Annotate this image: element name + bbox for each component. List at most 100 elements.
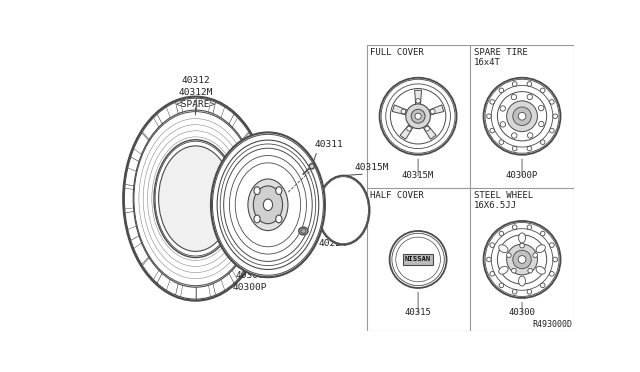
Circle shape bbox=[527, 94, 532, 100]
Circle shape bbox=[309, 164, 314, 169]
Circle shape bbox=[484, 221, 561, 298]
Circle shape bbox=[425, 126, 429, 131]
Circle shape bbox=[528, 268, 532, 273]
Text: 40300
40300P: 40300 40300P bbox=[232, 272, 267, 292]
Ellipse shape bbox=[159, 146, 232, 251]
Ellipse shape bbox=[276, 215, 282, 223]
Text: 40315M: 40315M bbox=[402, 171, 434, 180]
Circle shape bbox=[490, 243, 495, 247]
Text: 40315M: 40315M bbox=[355, 163, 390, 172]
Ellipse shape bbox=[211, 132, 325, 277]
Ellipse shape bbox=[518, 276, 525, 286]
Circle shape bbox=[540, 231, 545, 236]
Circle shape bbox=[540, 88, 545, 93]
Text: 40311: 40311 bbox=[315, 140, 344, 149]
Circle shape bbox=[550, 100, 554, 104]
Circle shape bbox=[540, 283, 545, 288]
Circle shape bbox=[407, 126, 412, 131]
Circle shape bbox=[380, 78, 456, 155]
Text: STEEL WHEEL
16X6.5JJ: STEEL WHEEL 16X6.5JJ bbox=[474, 191, 532, 210]
Text: R493000D: R493000D bbox=[532, 320, 572, 329]
Circle shape bbox=[518, 256, 526, 263]
Ellipse shape bbox=[299, 227, 308, 235]
Circle shape bbox=[527, 289, 532, 294]
Circle shape bbox=[518, 112, 526, 120]
Circle shape bbox=[431, 109, 435, 114]
Circle shape bbox=[540, 140, 545, 144]
Circle shape bbox=[406, 104, 431, 129]
Circle shape bbox=[550, 128, 554, 133]
Circle shape bbox=[553, 114, 557, 119]
Bar bbox=[403, 254, 433, 265]
Circle shape bbox=[490, 100, 495, 104]
Circle shape bbox=[499, 283, 504, 288]
Circle shape bbox=[527, 225, 532, 230]
Circle shape bbox=[538, 105, 544, 111]
Circle shape bbox=[513, 146, 517, 151]
Polygon shape bbox=[415, 90, 422, 106]
Circle shape bbox=[553, 257, 557, 262]
Ellipse shape bbox=[301, 229, 306, 233]
Text: SPARE TIRE
16x4T: SPARE TIRE 16x4T bbox=[474, 48, 527, 67]
Ellipse shape bbox=[536, 266, 545, 274]
Ellipse shape bbox=[254, 215, 260, 223]
Circle shape bbox=[513, 82, 517, 86]
Circle shape bbox=[550, 272, 554, 276]
Circle shape bbox=[527, 82, 532, 86]
Circle shape bbox=[550, 243, 554, 247]
Circle shape bbox=[511, 133, 517, 138]
Circle shape bbox=[490, 272, 495, 276]
Polygon shape bbox=[422, 124, 436, 139]
Text: 40312
40312M
<SPARE>: 40312 40312M <SPARE> bbox=[175, 76, 216, 109]
Ellipse shape bbox=[253, 186, 283, 224]
Circle shape bbox=[486, 257, 492, 262]
Circle shape bbox=[539, 121, 544, 127]
Circle shape bbox=[499, 88, 504, 93]
Circle shape bbox=[486, 114, 492, 119]
Circle shape bbox=[390, 231, 447, 288]
Text: 40300P: 40300P bbox=[506, 171, 538, 180]
Circle shape bbox=[415, 113, 421, 119]
Text: HALF COVER: HALF COVER bbox=[369, 191, 423, 200]
Text: 40224: 40224 bbox=[319, 239, 348, 248]
Circle shape bbox=[507, 101, 538, 132]
Text: FULL COVER: FULL COVER bbox=[369, 48, 423, 57]
Circle shape bbox=[513, 250, 531, 269]
Polygon shape bbox=[400, 124, 414, 139]
Ellipse shape bbox=[536, 245, 545, 253]
Circle shape bbox=[490, 128, 495, 133]
Circle shape bbox=[513, 225, 517, 230]
Ellipse shape bbox=[263, 199, 273, 211]
Circle shape bbox=[520, 243, 524, 248]
Circle shape bbox=[527, 133, 533, 138]
Text: 40300: 40300 bbox=[509, 308, 536, 317]
Ellipse shape bbox=[499, 266, 508, 274]
Circle shape bbox=[511, 268, 516, 273]
Ellipse shape bbox=[248, 179, 288, 231]
Circle shape bbox=[513, 289, 517, 294]
Circle shape bbox=[499, 231, 504, 236]
Ellipse shape bbox=[518, 233, 525, 243]
Bar bbox=[367, 45, 575, 331]
Circle shape bbox=[411, 109, 425, 123]
Circle shape bbox=[416, 99, 420, 103]
Circle shape bbox=[506, 253, 511, 257]
Polygon shape bbox=[392, 105, 409, 115]
Ellipse shape bbox=[254, 187, 260, 195]
Circle shape bbox=[499, 140, 504, 144]
Circle shape bbox=[401, 109, 406, 114]
Circle shape bbox=[484, 78, 561, 155]
Ellipse shape bbox=[276, 187, 282, 195]
Circle shape bbox=[500, 122, 506, 127]
Circle shape bbox=[507, 244, 538, 275]
Polygon shape bbox=[428, 105, 444, 115]
Ellipse shape bbox=[499, 245, 508, 253]
Circle shape bbox=[527, 146, 532, 151]
Circle shape bbox=[500, 106, 506, 111]
Text: 40315: 40315 bbox=[404, 308, 431, 317]
Ellipse shape bbox=[123, 97, 268, 301]
Ellipse shape bbox=[154, 140, 237, 257]
Ellipse shape bbox=[317, 176, 369, 245]
Circle shape bbox=[511, 94, 516, 100]
Circle shape bbox=[533, 253, 538, 257]
